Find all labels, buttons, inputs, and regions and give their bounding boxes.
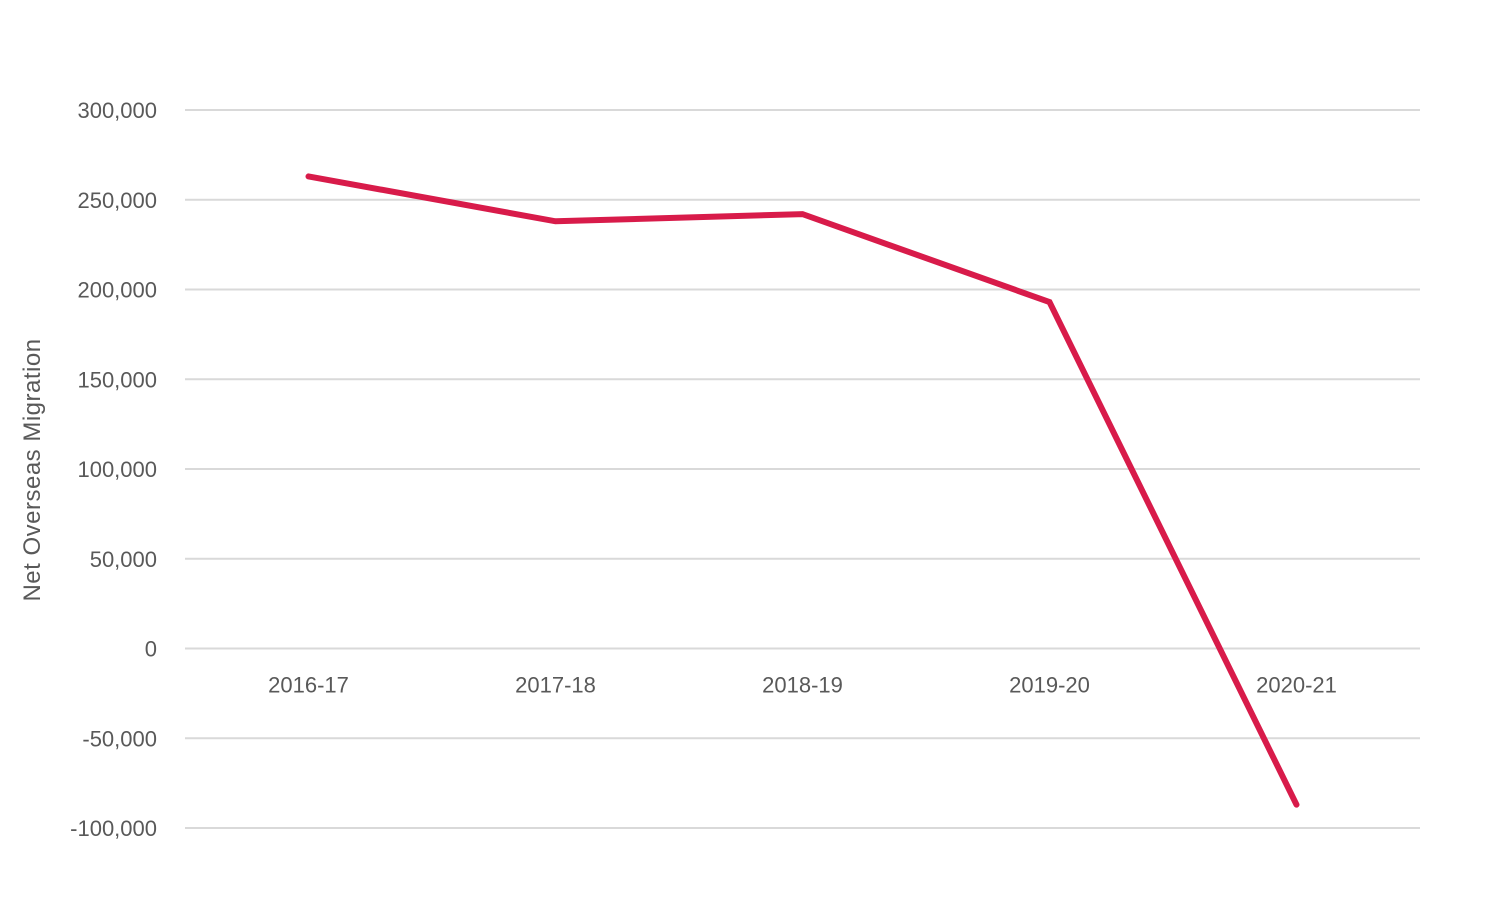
y-tick-label: 250,000 [77, 188, 157, 213]
x-axis-ticks: 2016-17 2017-18 2018-19 2019-20 2020-21 [268, 673, 1337, 698]
x-tick-label: 2017-18 [515, 673, 596, 698]
x-tick-label: 2016-17 [268, 673, 349, 698]
y-tick-label: 0 [145, 637, 157, 662]
x-tick-label: 2019-20 [1009, 673, 1090, 698]
x-tick-label: 2020-21 [1256, 673, 1337, 698]
gridlines [185, 109, 1420, 829]
y-tick-label: -100,000 [70, 816, 157, 841]
y-axis-ticks: 300,000 250,000 200,000 150,000 100,000 50,00… [70, 98, 157, 841]
y-axis-label: Net Overseas Migration [19, 338, 46, 601]
y-tick-label: 100,000 [77, 457, 157, 482]
series-line [305, 173, 1300, 808]
y-tick-label: 200,000 [77, 278, 157, 303]
y-tick-label: 150,000 [77, 367, 157, 392]
y-tick-label: -50,000 [82, 726, 157, 751]
x-tick-label: 2018-19 [762, 673, 843, 698]
y-tick-label: 50,000 [90, 547, 157, 572]
y-tick-label: 300,000 [77, 98, 157, 123]
series-layer [305, 173, 1300, 808]
